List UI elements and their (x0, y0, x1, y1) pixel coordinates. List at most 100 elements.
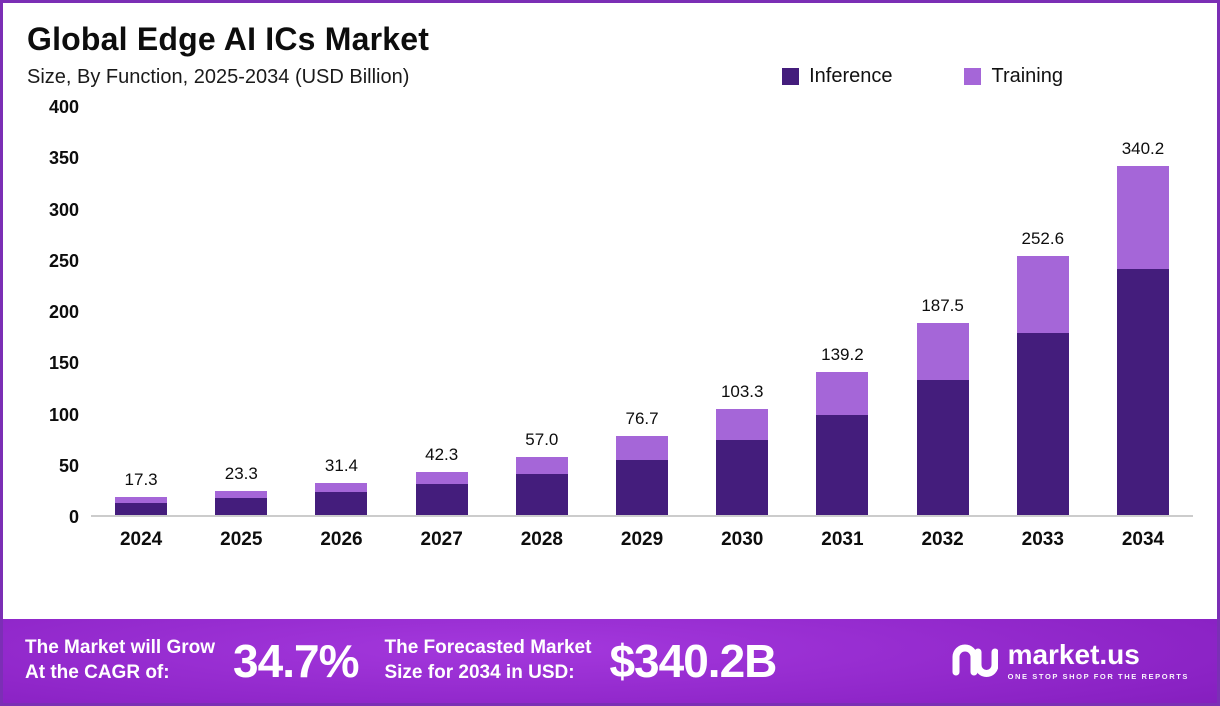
bar-segment-inference (315, 492, 368, 515)
bar-total-label: 17.3 (124, 470, 158, 490)
y-tick-label: 400 (48, 97, 79, 117)
bar-segment-training (916, 322, 969, 380)
bar-segment-training (716, 409, 769, 441)
chart-header: Global Edge AI ICs Market Size, By Funct… (27, 15, 1193, 89)
bar-total-label: 187.5 (921, 295, 964, 315)
y-tick-label: 200 (48, 302, 79, 322)
bar-group: 252.6 (993, 229, 1093, 515)
y-tick-label: 50 (58, 455, 79, 476)
bar-segment-inference (415, 484, 468, 515)
training-swatch-icon (964, 68, 982, 85)
bar-total-label: 252.6 (1021, 229, 1065, 249)
bar-segment-training (816, 372, 869, 415)
bar-group: 42.3 (392, 445, 492, 515)
bar-segment-training (515, 456, 568, 474)
bar-group: 139.2 (792, 345, 892, 515)
bar-segment-training (616, 436, 669, 460)
chart-area: 0 50 100 150 200 250 300 350 400 17.3 23.3 31.4 42.… (27, 97, 1193, 527)
x-axis-label: 2024 (119, 529, 163, 550)
bar-group: 340.2 (1093, 139, 1193, 515)
x-axis-label: 2028 (520, 529, 563, 550)
chart-title: Global Edge AI ICs Market (27, 21, 430, 57)
legend: Inference Training (782, 65, 1063, 89)
bar-group: 57.0 (492, 430, 592, 515)
x-axis-label: 2031 (821, 529, 864, 550)
bar-segment-inference (115, 502, 168, 515)
bar-total-label: 57.0 (525, 429, 559, 449)
inference-swatch-icon (782, 68, 800, 85)
bar-segment-training (1116, 166, 1169, 269)
footer-banner: The Market will Grow At the CAGR of: 34.… (3, 619, 1217, 703)
bar-segment-training (315, 482, 368, 493)
y-tick-label: 250 (48, 250, 79, 271)
x-axis-label: 2030 (721, 529, 764, 550)
brand-text: market.us ONE STOP SHOP FOR THE REPORTS (1008, 641, 1189, 681)
stacked-bar (716, 409, 769, 515)
stacked-bar (215, 491, 268, 515)
bar-total-label: 340.2 (1121, 139, 1165, 159)
forecast-label: The Forecasted Market Size for 2034 in U… (384, 636, 591, 685)
x-axis-label: 2027 (420, 529, 463, 550)
forecast-label-line1: The Forecasted Market (384, 637, 592, 659)
title-block: Global Edge AI ICs Market Size, By Funct… (27, 15, 429, 89)
brand-block: market.us ONE STOP SHOP FOR THE REPORTS (950, 640, 1195, 682)
stacked-bar (115, 497, 168, 515)
bar-group: 17.3 (91, 470, 191, 515)
cagr-value: 34.7% (233, 635, 359, 687)
brand-tagline: ONE STOP SHOP FOR THE REPORTS (1007, 672, 1189, 682)
bar-total-label: 31.4 (324, 455, 359, 475)
brand-name: market.us (1007, 639, 1140, 671)
legend-item-inference: Inference (782, 65, 892, 88)
bar-segment-inference (616, 459, 669, 515)
y-tick-label: 0 (68, 507, 79, 527)
chart-subtitle: Size, By Function, 2025-2034 (USD Billio… (27, 66, 410, 88)
legend-item-training: Training (964, 65, 1063, 88)
bar-total-label: 103.3 (720, 382, 764, 402)
plot-area: 17.3 23.3 31.4 42.3 57.0 76.7 103.3 139.2 187.5 2… (91, 105, 1193, 517)
cagr-label: The Market will Grow At the CAGR of: (25, 636, 215, 685)
stacked-bar (816, 372, 869, 515)
x-axis-label: 2029 (620, 529, 664, 550)
legend-label-inference: Inference (809, 65, 893, 87)
stacked-bar (616, 436, 669, 515)
bar-group: 23.3 (191, 464, 291, 515)
bar-segment-inference (816, 414, 869, 515)
market-us-logo-icon (952, 644, 998, 677)
stacked-bar (315, 482, 368, 515)
stacked-bar (415, 471, 468, 515)
bar-segment-inference (1116, 269, 1169, 515)
bar-total-label: 23.3 (224, 464, 258, 484)
cagr-label-line2: At the CAGR of: (25, 662, 170, 683)
stacked-bar (1016, 256, 1069, 515)
chart-card: Global Edge AI ICs Market Size, By Funct… (3, 3, 1217, 619)
bar-group: 187.5 (893, 296, 993, 515)
x-axis-label: 2032 (921, 529, 964, 550)
bar-group: 76.7 (592, 409, 692, 515)
bar-segment-training (215, 491, 268, 499)
legend-label-training: Training (991, 65, 1063, 87)
forecast-label-line2: Size for 2034 in USD: (384, 662, 575, 683)
x-axis-label: 2034 (1121, 529, 1165, 550)
bar-segment-training (1016, 256, 1069, 333)
bar-segment-inference (515, 473, 568, 515)
bar-segment-inference (1016, 332, 1069, 515)
bar-segment-inference (916, 379, 969, 515)
x-axis-label: 2033 (1021, 529, 1064, 550)
bar-group: 103.3 (692, 382, 792, 515)
stacked-bar (515, 456, 568, 515)
y-tick-label: 350 (48, 148, 79, 169)
bar-total-label: 139.2 (821, 345, 864, 365)
bar-segment-inference (716, 440, 769, 515)
bar-total-label: 76.7 (625, 409, 659, 429)
y-tick-label: 300 (48, 199, 79, 220)
bar-segment-training (115, 497, 168, 503)
stacked-bar (1116, 166, 1169, 515)
x-axis-label: 2025 (220, 529, 263, 550)
stacked-bar (916, 322, 969, 515)
cagr-label-line1: The Market will Grow (25, 637, 216, 659)
bar-group: 31.4 (291, 456, 391, 515)
bar-total-label: 42.3 (425, 444, 459, 464)
forecast-value: $340.2B (609, 635, 777, 687)
x-axis-labels: 2024 2025 2026 2027 2028 2029 2030 2031 2032 2033… (91, 529, 1193, 551)
bar-segment-training (415, 471, 468, 485)
